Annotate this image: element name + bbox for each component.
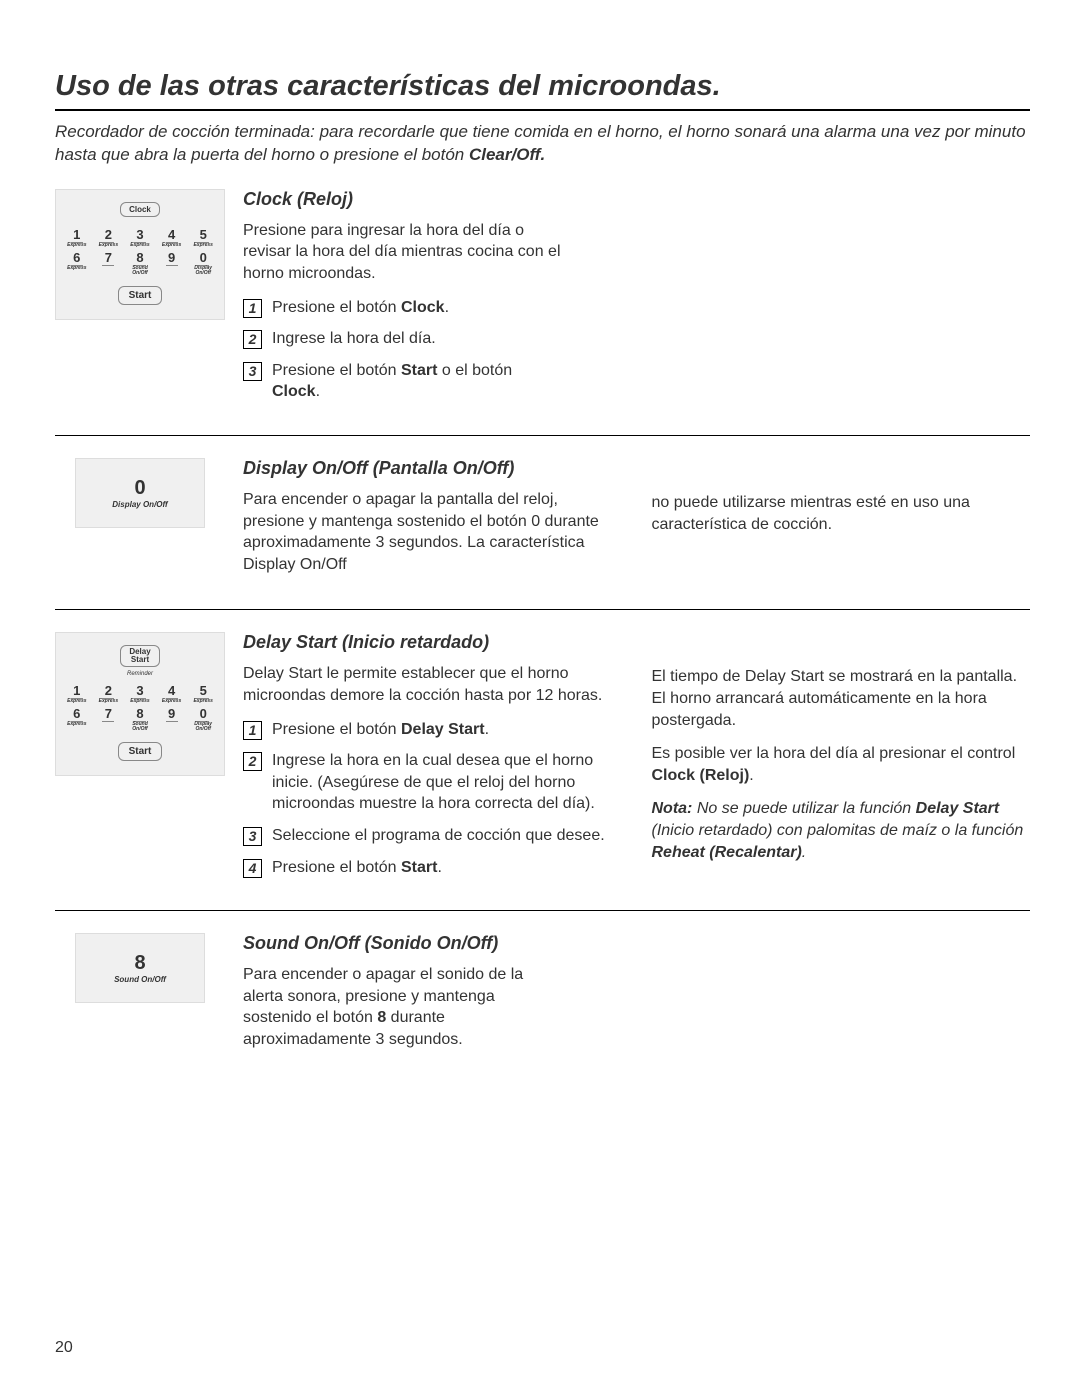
key-2b: 2Express [94, 683, 124, 704]
key-8b: 8Sound On/Off [125, 706, 155, 732]
clock-step3-text: Presione el botón Start o el botón Clock… [272, 360, 563, 403]
keypad-clock-btn: Clock [120, 202, 160, 217]
delay-step2-text: Ingrese la hora en la cual desea que el … [272, 750, 622, 815]
clock-step-1: 1 Presione el botón Clock. [243, 297, 563, 319]
step-num-4b: 4 [243, 859, 262, 878]
key-3b: 3Express [125, 683, 155, 704]
clock-title: Clock (Reloj) [243, 189, 563, 210]
title-rule [55, 109, 1030, 111]
clock-section: Clock 1Express 2Express 3Express 4Expres… [55, 189, 1030, 413]
delay-keypad-panel: Delay Start Reminder 1Express 2Express 3… [55, 632, 225, 888]
key-9: 9 [157, 250, 187, 276]
delay-right-p1: El tiempo de Delay Start se mostrará en … [652, 666, 1031, 731]
clock-keypad-panel: Clock 1Express 2Express 3Express 4Expres… [55, 189, 225, 413]
delay-step-1: 1 Presione el botón Delay Start. [243, 719, 622, 741]
keypad-row1b: 1Express 2Express 3Express 4Express 5Exp… [62, 683, 218, 732]
delay-desc: Delay Start le permite establecer que el… [243, 663, 622, 706]
delay-step-4: 4 Presione el botón Start. [243, 857, 622, 879]
key-0: 0Display On/Off [188, 250, 218, 276]
sound-key-panel: 8 Sound On/Off [55, 933, 225, 1062]
step-num-3: 3 [243, 362, 262, 381]
sound-title: Sound On/Off (Sonido On/Off) [243, 933, 563, 954]
delay-step-3: 3 Seleccione el programa de cocción que … [243, 825, 622, 847]
delay-note: Nota: No se puede utilizar la función De… [652, 798, 1031, 863]
display-section: 0 Display On/Off Display On/Off (Pantall… [55, 458, 1030, 587]
key-5b: 5Express [188, 683, 218, 704]
display-single-key: 0 Display On/Off [75, 458, 205, 528]
display-content: Display On/Off (Pantalla On/Off) Para en… [243, 458, 1030, 587]
key-4b: 4Express [157, 683, 187, 704]
sound-key-n: 8 [86, 952, 194, 975]
delay-step-2: 2 Ingrese la hora en la cual desea que e… [243, 750, 622, 815]
delay-right-p2: Es posible ver la hora del día al presio… [652, 743, 1031, 786]
clock-step2-text: Ingrese la hora del día. [272, 328, 563, 350]
delay-content: Delay Start (Inicio retardado) Delay Sta… [243, 632, 1030, 888]
clock-step-2: 2 Ingrese la hora del día. [243, 328, 563, 350]
key-7: 7 [94, 250, 124, 276]
key-7b: 7 [94, 706, 124, 732]
step-num-3b: 3 [243, 827, 262, 846]
clock-desc: Presione para ingresar la hora del día o… [243, 220, 563, 285]
page-title: Uso de las otras características del mic… [55, 70, 1030, 103]
key-8: 8Sound On/Off [125, 250, 155, 276]
key-6b: 6Express [62, 706, 92, 732]
keypad-reminder: Reminder [62, 671, 218, 677]
keypad-clock: Clock 1Express 2Express 3Express 4Expres… [55, 189, 225, 320]
keypad-row1: 1Express 2Express 3Express 4Express 5Exp… [62, 227, 218, 276]
delay-step1-text: Presione el botón Delay Start. [272, 719, 622, 741]
page-number: 20 [55, 1339, 73, 1357]
sound-content: Sound On/Off (Sonido On/Off) Para encend… [243, 933, 1030, 1062]
sound-section: 8 Sound On/Off Sound On/Off (Sonido On/O… [55, 933, 1030, 1062]
display-key-n: 0 [86, 477, 194, 500]
clock-content: Clock (Reloj) Presione para ingresar la … [243, 189, 1030, 413]
keypad-delay-btn: Delay Start [120, 645, 159, 667]
sound-desc: Para encender o apagar el sonido de la a… [243, 964, 563, 1050]
delay-section: Delay Start Reminder 1Express 2Express 3… [55, 632, 1030, 888]
clock-step-3: 3 Presione el botón Start o el botón Clo… [243, 360, 563, 403]
divider-2 [55, 609, 1030, 610]
display-desc-right: no puede utilizarse mientras esté en uso… [652, 492, 1031, 535]
delay-step3-text: Seleccione el programa de cocción que de… [272, 825, 622, 847]
step-num-2b: 2 [243, 752, 262, 771]
step-num-2: 2 [243, 330, 262, 349]
display-title: Display On/Off (Pantalla On/Off) [243, 458, 622, 479]
key-5: 5Express [188, 227, 218, 248]
divider-1 [55, 435, 1030, 436]
sound-single-key: 8 Sound On/Off [75, 933, 205, 1003]
step-num-1: 1 [243, 299, 262, 318]
display-desc-left: Para encender o apagar la pantalla del r… [243, 489, 622, 575]
clock-step1-text: Presione el botón Clock. [272, 297, 563, 319]
key-2: 2Express [94, 227, 124, 248]
intro-bold: Clear/Off. [469, 145, 545, 164]
keypad-delay: Delay Start Reminder 1Express 2Express 3… [55, 632, 225, 776]
keypad-start-btn: Start [118, 286, 163, 305]
key-6: 6Express [62, 250, 92, 276]
key-3: 3Express [125, 227, 155, 248]
delay-step4-text: Presione el botón Start. [272, 857, 622, 879]
key-0b: 0Display On/Off [188, 706, 218, 732]
display-key-lbl: Display On/Off [86, 500, 194, 509]
intro-text: Recordador de cocción terminada: para re… [55, 121, 1030, 167]
divider-3 [55, 910, 1030, 911]
sound-key-lbl: Sound On/Off [86, 975, 194, 984]
display-key-panel: 0 Display On/Off [55, 458, 225, 587]
step-num-1b: 1 [243, 721, 262, 740]
key-9b: 9 [157, 706, 187, 732]
delay-title: Delay Start (Inicio retardado) [243, 632, 622, 653]
keypad-start-btn-b: Start [118, 742, 163, 761]
key-1b: 1Express [62, 683, 92, 704]
key-1: 1Express [62, 227, 92, 248]
key-4: 4Express [157, 227, 187, 248]
